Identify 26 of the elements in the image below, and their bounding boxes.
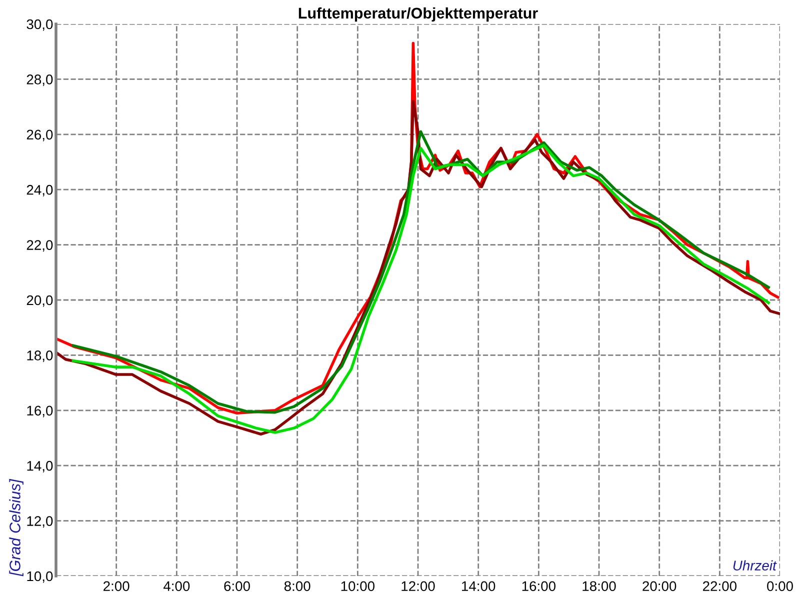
y-tick-label: 24,0 xyxy=(26,184,53,196)
y-tick-label: 26,0 xyxy=(26,130,53,142)
x-tick-label: 4:00 xyxy=(163,581,190,592)
y-tick-label: 14,0 xyxy=(27,460,53,472)
x-axis-title: Uhrzeit xyxy=(733,560,777,570)
x-tick-label: 2:00 xyxy=(104,581,130,592)
x-tick-label: 18:00 xyxy=(582,581,616,592)
y-tick-label: 22,0 xyxy=(26,240,53,252)
x-tick-label: 14:00 xyxy=(462,581,496,592)
y-tick-label: 18,0 xyxy=(27,350,53,362)
x-tick-label: 22:00 xyxy=(702,581,737,592)
x-tick-label: 8:00 xyxy=(284,581,310,592)
y-tick-label: 10,0 xyxy=(27,571,53,583)
y-tick-label: 16,0 xyxy=(27,406,53,418)
x-tick-label: 0:00 xyxy=(767,581,793,592)
chart-title: Lufttemperatur/Objekttemperatur xyxy=(298,7,538,22)
x-tick-label: 10:00 xyxy=(341,581,375,592)
y-tick-label: 20,0 xyxy=(26,295,53,307)
y-tick-label: 30,0 xyxy=(26,19,53,31)
x-tick-label: 20:00 xyxy=(642,581,676,592)
y-tick-label: 28,0 xyxy=(26,74,53,86)
y-axis-title: [Grad Celsius] xyxy=(9,478,24,576)
x-tick-label: 12:00 xyxy=(402,581,435,592)
x-tick-label: 6:00 xyxy=(224,581,250,592)
y-tick-label: 12,0 xyxy=(27,516,53,528)
x-tick-label: 16:00 xyxy=(522,581,556,592)
